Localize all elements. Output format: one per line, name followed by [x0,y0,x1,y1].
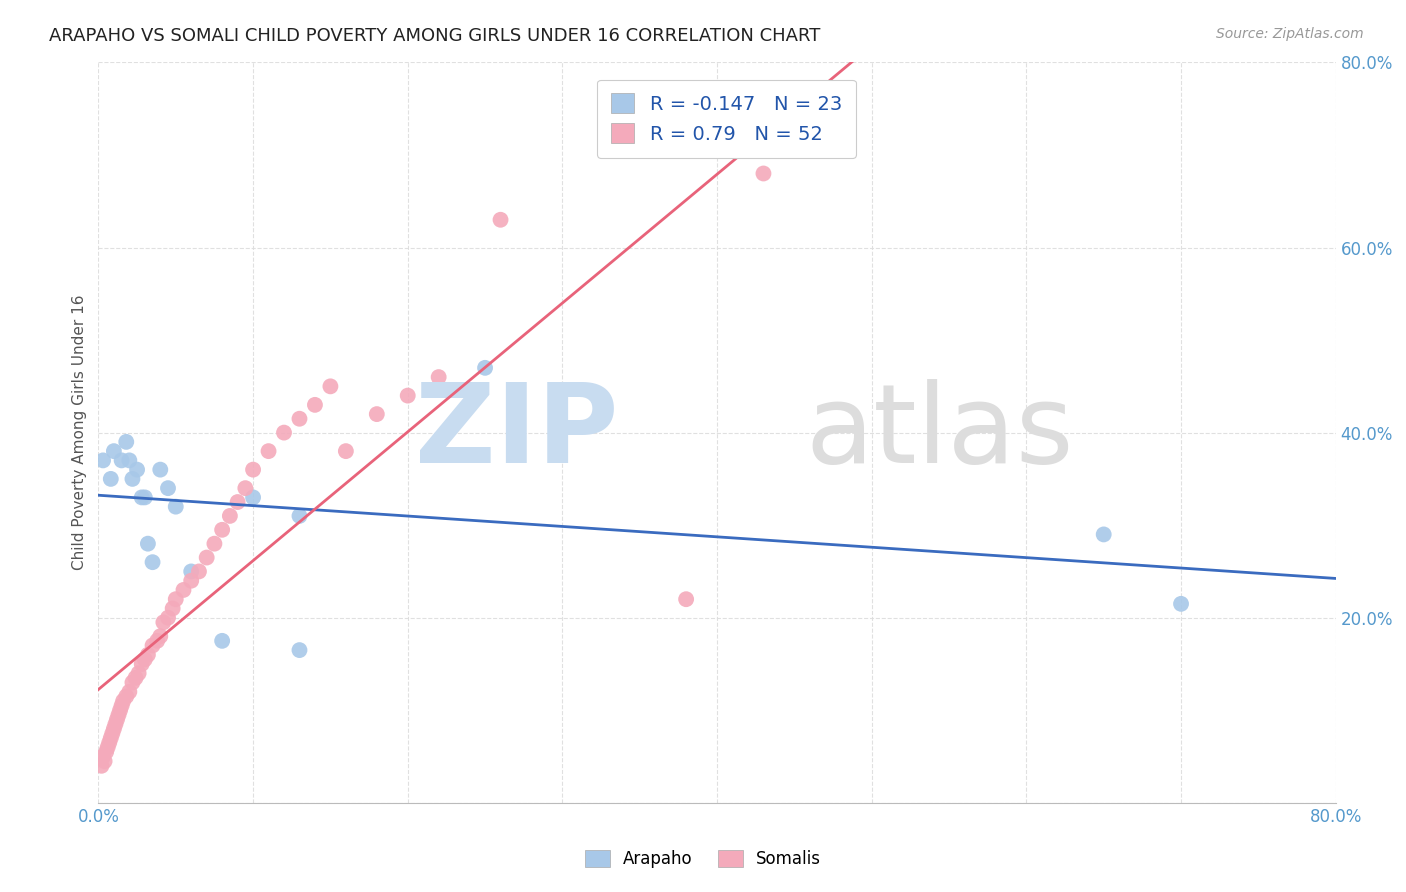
Point [108,703,131,717]
Point [141,639,165,653]
Point [136,648,159,662]
Point [134,491,156,505]
Point [134,652,156,666]
Point [165,592,187,607]
Point [90,758,112,772]
Point [115,434,138,449]
Point [98,736,121,750]
Point [188,565,211,579]
Text: atlas: atlas [806,379,1074,486]
Point [128,666,150,681]
Point [157,611,180,625]
Point [141,555,165,569]
Point [136,537,159,551]
Point [396,389,419,403]
Point [96,745,118,759]
Point [157,481,180,495]
Point [273,425,295,440]
Point [93,754,115,768]
Point [100,472,122,486]
Point [100,731,122,745]
Point [304,398,326,412]
Point [233,481,257,495]
Point [427,370,450,384]
Point [242,463,264,477]
Legend: R = -0.147   N = 23, R = 0.79   N = 52: R = -0.147 N = 23, R = 0.79 N = 52 [598,79,856,158]
Point [335,444,357,458]
Point [257,444,280,458]
Point [103,722,125,736]
Point [111,698,132,713]
Point [219,508,242,523]
Point [131,491,153,505]
Point [1092,527,1115,541]
Y-axis label: Child Poverty Among Girls Under 16: Child Poverty Among Girls Under 16 [72,295,87,570]
Point [131,657,153,671]
Point [112,694,135,708]
Point [165,500,187,514]
Point [180,574,202,588]
Point [111,453,132,467]
Point [97,740,120,755]
Point [101,726,124,740]
Point [204,537,226,551]
Point [152,615,174,630]
Point [211,523,233,537]
Point [319,379,342,393]
Point [105,713,128,727]
Point [474,360,496,375]
Point [675,592,697,607]
Point [366,407,388,421]
Text: ZIP: ZIP [415,379,619,486]
Point [91,453,114,467]
Point [149,629,172,643]
Point [146,633,169,648]
Point [752,166,775,180]
Point [124,671,146,685]
Text: Source: ZipAtlas.com: Source: ZipAtlas.com [1216,27,1364,41]
Point [288,411,311,425]
Point [1170,597,1192,611]
Point [115,690,138,704]
Point [489,212,512,227]
Legend: Arapaho, Somalis: Arapaho, Somalis [578,843,828,875]
Point [226,495,249,509]
Point [121,675,143,690]
Point [103,444,125,458]
Point [118,685,141,699]
Point [180,565,202,579]
Point [162,601,184,615]
Point [172,582,194,597]
Point [288,643,311,657]
Point [288,508,311,523]
Point [195,550,218,565]
Point [121,472,143,486]
Point [104,717,127,731]
Point [91,749,114,764]
Point [118,453,141,467]
Point [211,633,233,648]
Point [149,463,172,477]
Text: ARAPAHO VS SOMALI CHILD POVERTY AMONG GIRLS UNDER 16 CORRELATION CHART: ARAPAHO VS SOMALI CHILD POVERTY AMONG GI… [49,27,821,45]
Point [107,707,129,722]
Point [127,463,149,477]
Point [242,491,264,505]
